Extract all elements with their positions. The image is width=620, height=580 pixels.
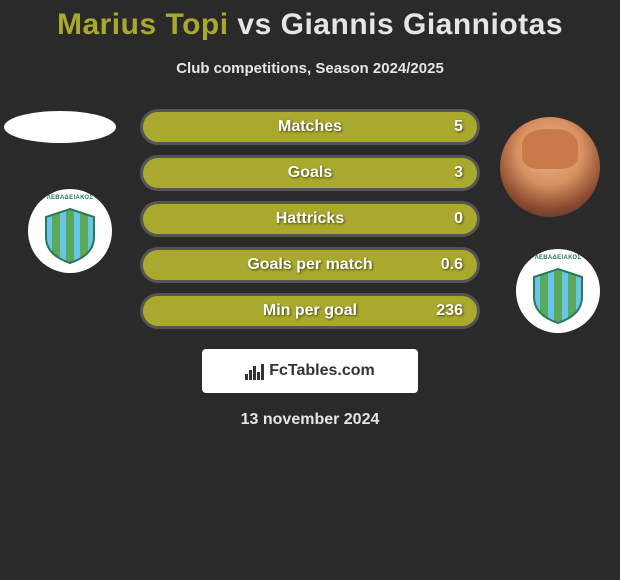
stat-value: 5 [454,118,463,136]
brand-text: FcTables.com [269,362,375,380]
stat-label: Goals [143,164,477,182]
player2-avatar [500,117,600,217]
stat-value: 0.6 [441,256,463,274]
stat-label: Min per goal [143,302,477,320]
vs-text: vs [237,8,271,41]
stat-row-min-per-goal: Min per goal 236 [140,293,480,329]
stat-label: Hattricks [143,210,477,228]
player2-name: Giannis Gianniotas [281,8,563,41]
player1-club-badge: ΛΕΒΑΔΕΙΑΚΟΣ [28,189,112,273]
player1-avatar [4,111,116,143]
stat-row-goals-per-match: Goals per match 0.6 [140,247,480,283]
shield-icon [40,205,100,265]
badge-text: ΛΕΒΑΔΕΙΑΚΟΣ [47,195,94,201]
badge-text: ΛΕΒΑΔΕΙΑΚΟΣ [535,255,582,261]
comparison-card: Marius Topi vs Giannis Gianniotas Club c… [0,0,620,429]
brand-box: FcTables.com [202,349,418,393]
stat-row-goals: Goals 3 [140,155,480,191]
stat-label: Goals per match [143,256,477,274]
player2-club-badge: ΛΕΒΑΔΕΙΑΚΟΣ [516,249,600,333]
stat-value: 3 [454,164,463,182]
footer-date: 13 november 2024 [0,411,620,429]
shield-icon [528,265,588,325]
stat-value: 0 [454,210,463,228]
stat-label: Matches [143,118,477,136]
stats-area: ΛΕΒΑΔΕΙΑΚΟΣ ΛΕΒΑΔΕΙΑΚΟΣ [0,109,620,429]
bar-chart-icon [245,362,265,380]
stat-row-hattricks: Hattricks 0 [140,201,480,237]
stat-row-matches: Matches 5 [140,109,480,145]
subtitle: Club competitions, Season 2024/2025 [0,60,620,77]
stat-value: 236 [436,302,463,320]
page-title: Marius Topi vs Giannis Gianniotas [0,8,620,42]
player1-name: Marius Topi [57,8,229,41]
stats-list: Matches 5 Goals 3 Hattricks 0 Goals per … [140,109,480,329]
